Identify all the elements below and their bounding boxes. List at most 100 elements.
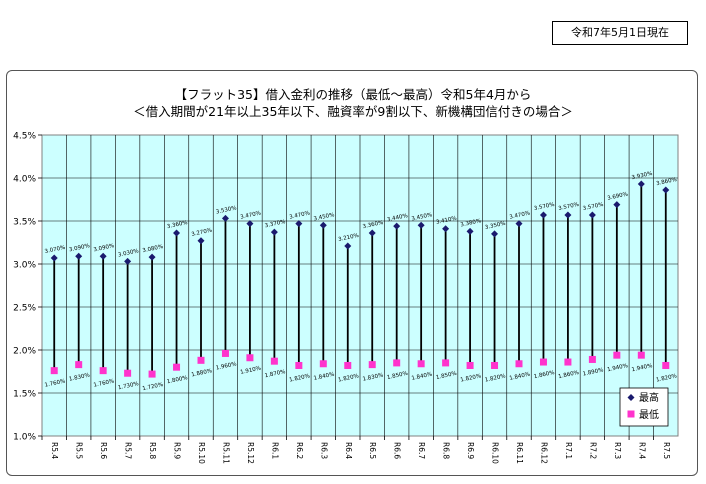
min-data-label: 1.720% [142, 382, 164, 392]
x-tick-label: R6.8 [442, 442, 451, 459]
max-point [662, 186, 670, 194]
y-tick-label: 2.5% [13, 304, 36, 314]
max-data-label: 3.930% [631, 171, 653, 181]
min-data-label: 1.840% [509, 372, 531, 382]
x-tick-label: R6.11 [515, 442, 524, 464]
min-point [173, 363, 181, 371]
min-point [270, 357, 278, 365]
x-tick-label: R6.10 [491, 442, 500, 464]
y-tick-label: 4.5% [13, 132, 36, 142]
min-point [344, 361, 352, 369]
max-data-label: 3.470% [289, 210, 311, 220]
min-point [539, 358, 547, 366]
max-data-label: 3.570% [558, 202, 580, 212]
min-point [417, 360, 425, 368]
min-point [662, 361, 670, 369]
min-point [515, 360, 523, 368]
legend-min-marker [627, 410, 635, 418]
max-point [515, 220, 523, 228]
x-tick-label: R6.6 [393, 442, 402, 459]
max-point [344, 242, 352, 250]
min-data-label: 1.860% [533, 370, 555, 380]
min-data-label: 1.730% [118, 381, 140, 391]
max-point [613, 201, 621, 209]
as-of-date: 令和7年5月1日現在 [552, 21, 688, 45]
max-point [270, 228, 278, 236]
min-point [246, 354, 254, 362]
legend-max-marker [627, 394, 635, 401]
min-point [491, 361, 499, 369]
max-data-label: 3.360% [362, 220, 384, 230]
min-data-label: 1.880% [191, 368, 213, 378]
min-data-label: 1.820% [338, 373, 360, 383]
min-data-label: 1.820% [484, 373, 506, 383]
legend-box [619, 387, 669, 427]
min-data-label: 1.760% [93, 379, 115, 389]
max-point [197, 237, 205, 245]
min-data-label: 1.960% [215, 361, 237, 371]
x-tick-label: R6.7 [417, 442, 426, 459]
x-tick-label: R7.2 [588, 442, 597, 459]
y-tick-label: 3.0% [13, 261, 36, 271]
x-tick-label: R7.1 [564, 442, 573, 459]
y-tick-label: 1.5% [13, 390, 36, 400]
x-tick-label: R5.6 [99, 442, 108, 459]
min-point [368, 361, 376, 369]
max-data-label: 3.570% [533, 202, 555, 212]
min-data-label: 1.820% [460, 373, 482, 383]
y-tick-label: 1.0% [13, 433, 36, 443]
min-point [466, 361, 474, 369]
max-data-label: 3.090% [69, 243, 91, 253]
min-point [99, 367, 107, 375]
max-data-label: 3.860% [656, 177, 678, 187]
max-data-label: 3.530% [215, 205, 237, 215]
max-data-label: 3.270% [191, 228, 213, 238]
x-tick-label: R5.5 [75, 442, 84, 459]
max-data-label: 3.450% [313, 212, 335, 222]
x-tick-label: R5.9 [173, 442, 182, 459]
min-data-label: 1.940% [631, 363, 653, 373]
max-data-label: 3.410% [436, 216, 458, 226]
min-point [637, 351, 645, 359]
min-data-label: 1.850% [387, 371, 409, 381]
max-data-label: 3.370% [264, 219, 286, 229]
max-data-label: 3.090% [93, 243, 115, 253]
max-data-label: 3.570% [582, 202, 604, 212]
max-point [637, 180, 645, 188]
min-point [613, 351, 621, 359]
max-point [417, 221, 425, 229]
max-point [393, 222, 401, 230]
x-tick-label: R5.12 [246, 442, 255, 464]
min-data-label: 1.820% [289, 373, 311, 383]
min-data-label: 1.830% [69, 373, 91, 383]
legend-min-label: 最低 [639, 408, 659, 421]
min-point [50, 367, 58, 375]
max-point [588, 211, 596, 219]
max-data-label: 3.350% [484, 221, 506, 231]
x-tick-label: R6.12 [539, 442, 548, 464]
x-tick-label: R5.10 [197, 442, 206, 464]
min-point [588, 355, 596, 363]
max-data-label: 3.210% [338, 233, 360, 243]
max-point [50, 254, 58, 262]
max-data-label: 3.380% [460, 218, 482, 228]
y-tick-label: 4.0% [13, 175, 36, 185]
min-data-label: 1.940% [607, 363, 629, 373]
chart-title: 【フラット35】借入金利の推移（最低～最高）令和5年4月から [174, 87, 532, 102]
x-tick-label: R6.9 [466, 442, 475, 459]
min-point [393, 359, 401, 367]
chart-subtitle: ＜借入期間が21年以上35年以下、融資率が9割以下、新機構団信付きの場合＞ [133, 104, 573, 119]
min-data-label: 1.760% [44, 379, 66, 389]
max-data-label: 3.470% [240, 210, 262, 220]
min-point [319, 360, 327, 368]
max-point [295, 220, 303, 228]
min-point [197, 356, 205, 364]
x-tick-label: R5.8 [148, 442, 157, 459]
max-data-label: 3.070% [44, 245, 66, 255]
max-point [246, 220, 254, 228]
x-tick-label: R5.11 [221, 442, 230, 464]
max-point [466, 227, 474, 235]
max-point [124, 257, 132, 265]
min-data-label: 1.820% [656, 373, 678, 383]
